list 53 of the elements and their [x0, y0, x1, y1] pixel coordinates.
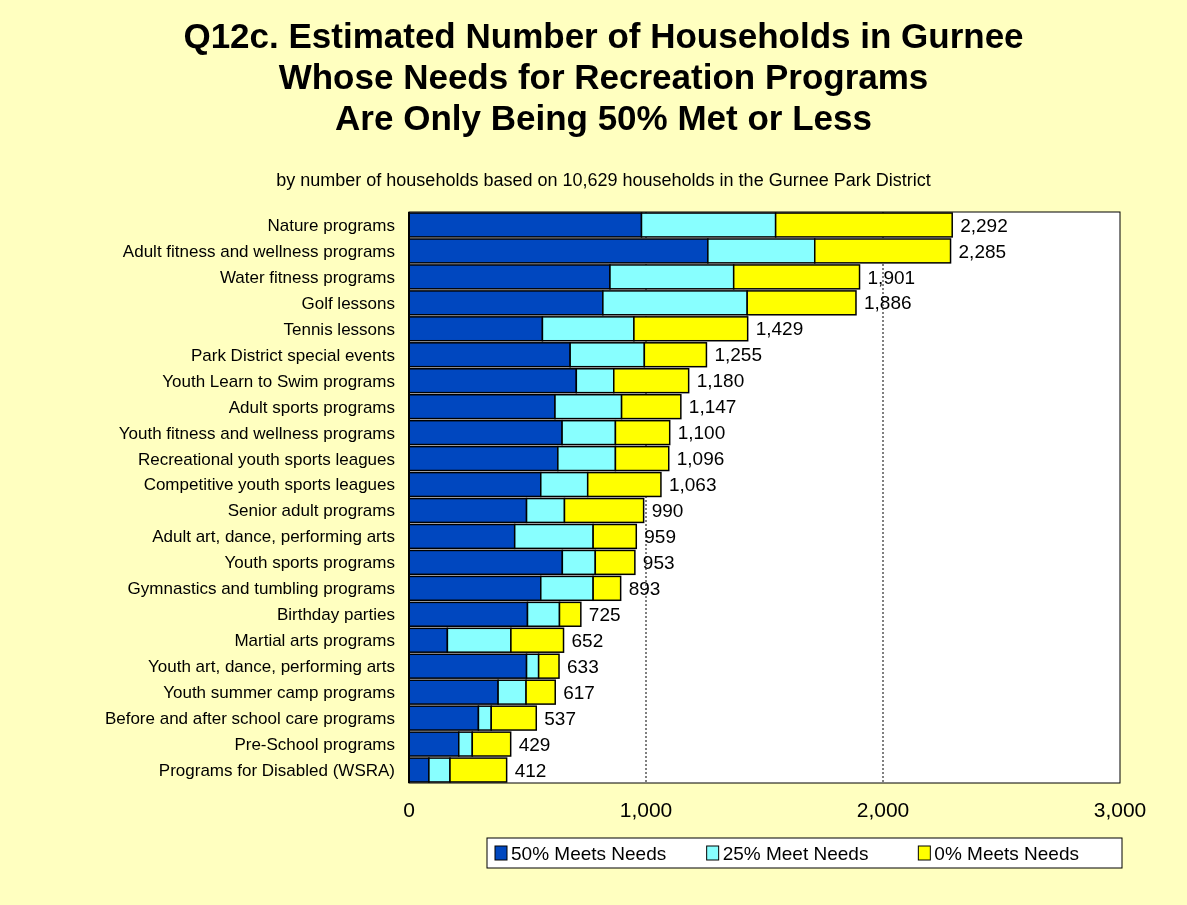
y-tick-label: Senior adult programs — [227, 501, 395, 521]
total-label: 1,429 — [755, 318, 804, 340]
x-tick-label: 0 — [403, 798, 415, 821]
y-tick-label: Pre-School programs — [234, 735, 395, 755]
total-label: 617 — [563, 681, 595, 703]
total-label: 429 — [518, 733, 551, 755]
y-tick-label: Golf lessons — [301, 293, 395, 313]
y-tick-label: Martial arts programs — [234, 631, 395, 651]
chart-subtitle: by number of households based on 10,629 households in the Gurnee Park District — [276, 170, 931, 190]
total-label: 1,147 — [688, 396, 737, 418]
total-label: 725 — [588, 603, 621, 625]
total-label: 537 — [544, 707, 576, 729]
total-label: 1,886 — [863, 292, 912, 314]
total-label: 633 — [567, 655, 599, 677]
x-tick-label: 2,000 — [856, 798, 910, 821]
y-tick-label: Birthday parties — [276, 605, 395, 625]
y-tick-label: Water fitness programs — [219, 267, 395, 287]
total-label: 1,255 — [714, 344, 762, 366]
total-label: 2,285 — [958, 240, 1007, 262]
x-tick-label: 1,000 — [619, 798, 673, 821]
total-label: 1,100 — [677, 422, 726, 444]
y-tick-label: Youth summer camp programs — [163, 683, 395, 703]
y-tick-label: Before and after school care programs — [104, 709, 395, 729]
y-tick-label: Recreational youth sports leagues — [137, 449, 395, 469]
y-tick-label: Adult art, dance, performing arts — [152, 527, 395, 547]
y-tick-label: Adult sports programs — [228, 397, 395, 417]
y-tick-label: Adult fitness and wellness programs — [122, 241, 395, 261]
x-tick-label: 3,000 — [1093, 798, 1147, 821]
legend-label: 0% Meets Needs — [934, 842, 1080, 864]
total-label: 652 — [571, 629, 604, 651]
legend-label: 50% Meets Needs — [511, 842, 667, 864]
total-label: 1,180 — [696, 370, 745, 392]
total-label: 1,901 — [867, 266, 916, 288]
total-label: 893 — [628, 577, 661, 599]
y-tick-label: Youth sports programs — [224, 553, 395, 573]
total-label: 1,096 — [676, 448, 725, 470]
y-tick-label: Youth Learn to Swim programs — [162, 371, 395, 391]
y-tick-label: Park District special events — [190, 345, 395, 365]
y-tick-label: Gymnastics and tumbling programs — [127, 579, 395, 599]
y-tick-label: Nature programs — [267, 215, 395, 235]
total-label: 2,292 — [960, 214, 1008, 236]
y-tick-label: Youth art, dance, performing arts — [148, 657, 395, 677]
y-tick-label: Tennis lessons — [283, 319, 395, 339]
total-label: 990 — [651, 500, 684, 522]
y-tick-label: Competitive youth sports leagues — [143, 475, 395, 495]
legend-label: 25% Meet Needs — [722, 842, 869, 864]
chart-title: Q12c. Estimated Number of Households in Gurnee Whose Needs for Recreation Programs Are Only Being 50% Met or Less — [183, 16, 1024, 137]
total-label: 953 — [642, 552, 675, 574]
total-label: 959 — [644, 526, 676, 548]
y-tick-label: Programs for Disabled (WSRA) — [158, 760, 395, 780]
total-label: 1,063 — [668, 474, 717, 496]
total-label: 412 — [514, 759, 547, 781]
y-tick-label: Youth fitness and wellness programs — [118, 423, 395, 443]
